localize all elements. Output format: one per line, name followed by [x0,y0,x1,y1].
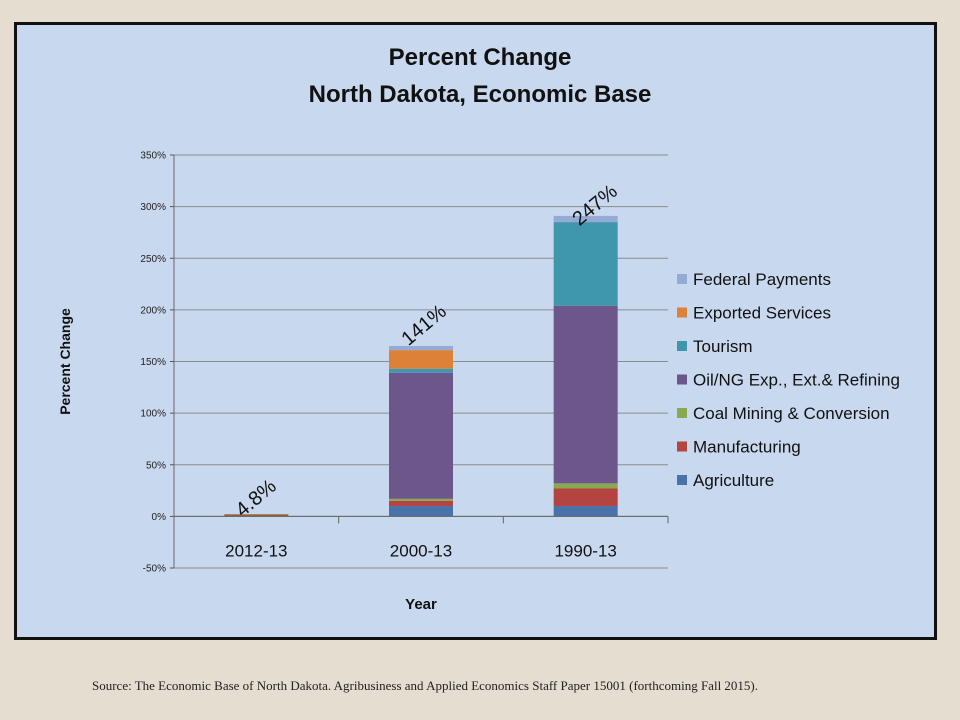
bar-segment [553,305,618,484]
y-tick-label: 100% [140,409,166,420]
x-tick-label: 1990-13 [554,541,616,560]
legend-label: Tourism [693,337,753,356]
bar-segment [389,372,453,499]
legend-swatch [677,307,687,318]
legend-label: Agriculture [693,471,774,490]
legend[interactable]: Federal Payments Exported Services Tourism… [677,270,900,490]
bar-segment [224,514,289,515]
legend-swatch [677,374,687,385]
x-tick-label: 2012-13 [225,541,287,560]
bar-segment [389,346,453,351]
chart-panel: Percent Change North Dakota, Economic Bas… [14,22,937,640]
legend-label: Manufacturing [693,438,801,457]
y-tick-label: 300% [140,202,166,213]
bar-segment [389,506,453,517]
bar-segment [553,488,618,507]
bar-segment [553,506,618,517]
bar-segment [553,215,618,223]
y-tick-label: 50% [146,460,166,471]
legend-label: Federal Payments [693,270,831,289]
x-tick-label: 2000-13 [390,541,452,560]
legend-swatch [677,341,687,351]
bar-total-annotation: 141% [397,300,450,350]
bar-segment [224,514,289,516]
legend-label: Coal Mining & Conversion [693,404,890,423]
x-axis-title: Year [405,596,437,613]
bar-segment [389,350,453,369]
bars [224,215,618,517]
legend-swatch [677,408,687,418]
bar-segment [553,222,618,306]
legend-swatch [677,441,687,452]
y-tick-label: -50% [143,564,166,575]
bar-segment [553,483,618,489]
chart-title-line: Percent Change [389,44,572,71]
chart-title: Percent Change North Dakota, Economic Bas… [309,44,652,108]
chart: Percent Change North Dakota, Economic Bas… [57,44,900,613]
legend-swatch [677,475,687,485]
chart-title-line: North Dakota, Economic Base [309,81,652,108]
y-tick-label: 0% [152,512,167,523]
axes: 2012-13 2000-13 1990-13 Year Percent Change [57,155,669,613]
y-tick-label: 150% [140,357,166,368]
y-tick-label: 350% [140,151,166,162]
y-tick-label: 200% [140,305,166,316]
legend-swatch [677,274,687,284]
legend-label: Exported Services [693,304,831,323]
legend-label: Oil/NG Exp., Ext.& Refining [693,371,900,390]
source-caption: Source: The Economic Base of North Dakot… [92,678,759,693]
bar-segment [389,368,453,373]
y-axis-title: Percent Change [57,308,73,415]
bar-segment [389,498,453,501]
y-tick-label: 250% [140,254,166,265]
bar-segment [389,500,453,507]
